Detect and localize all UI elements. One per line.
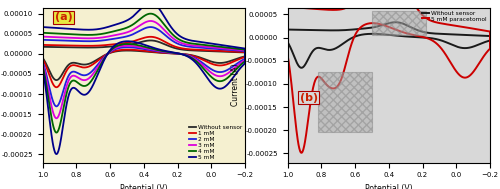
2 mM xyxy=(54,105,60,108)
2 mM xyxy=(148,26,154,28)
Without sensor xyxy=(373,26,379,28)
5 mM xyxy=(128,17,134,19)
3 mM xyxy=(120,32,126,34)
1 mM xyxy=(128,41,134,43)
Text: (b): (b) xyxy=(300,93,318,103)
4 mM xyxy=(120,28,126,30)
5 mM paracetomol xyxy=(464,76,469,79)
X-axis label: Potential (V): Potential (V) xyxy=(120,184,168,189)
4 mM xyxy=(128,25,134,27)
5 mM paracetomol xyxy=(326,86,332,88)
Line: Without sensor: Without sensor xyxy=(288,22,490,68)
3 mM xyxy=(40,36,46,38)
5 mM paracetomol xyxy=(284,6,290,8)
5 mM xyxy=(40,26,46,28)
4 mM xyxy=(82,85,87,87)
Without sensor xyxy=(298,67,304,69)
4 mM xyxy=(218,80,224,82)
3 mM xyxy=(204,68,210,70)
3 mM xyxy=(40,62,46,64)
3 mM xyxy=(54,117,60,119)
3 mM xyxy=(148,20,154,22)
Line: 4 mM: 4 mM xyxy=(42,14,245,132)
Without sensor xyxy=(411,28,417,30)
Without sensor xyxy=(464,47,469,49)
3 mM xyxy=(166,34,172,36)
2 mM xyxy=(166,37,172,40)
1 mM xyxy=(54,86,60,88)
Legend: Without sensor, 1 mM, 2 mM, 3 mM, 4 mM, 5 mM: Without sensor, 1 mM, 2 mM, 3 mM, 4 mM, … xyxy=(188,125,242,160)
Without sensor xyxy=(40,46,46,48)
Without sensor xyxy=(204,59,210,61)
2 mM xyxy=(82,74,87,76)
1 mM xyxy=(82,66,87,69)
Y-axis label: Current (A): Current (A) xyxy=(232,64,240,106)
2 mM xyxy=(40,39,46,41)
1 mM xyxy=(148,36,154,38)
Without sensor xyxy=(54,79,60,81)
1 mM xyxy=(40,58,46,60)
3 mM xyxy=(128,30,134,32)
2 mM xyxy=(218,71,224,73)
4 mM xyxy=(204,71,210,74)
1 mM xyxy=(120,42,126,44)
Without sensor xyxy=(82,64,87,66)
2 mM xyxy=(40,60,46,63)
Without sensor xyxy=(284,28,290,31)
Without sensor xyxy=(392,21,398,23)
2 mM xyxy=(120,36,126,38)
Legend: Without sensor, 5 mM paracetomol: Without sensor, 5 mM paracetomol xyxy=(422,10,487,22)
Without sensor xyxy=(128,43,134,46)
4 mM xyxy=(40,32,46,34)
Line: 3 mM: 3 mM xyxy=(42,21,245,118)
1 mM xyxy=(40,44,46,46)
4 mM xyxy=(166,29,172,32)
Without sensor xyxy=(326,49,332,51)
Bar xyxy=(318,72,372,132)
Text: (a): (a) xyxy=(54,12,72,22)
Without sensor xyxy=(366,27,372,29)
Line: Without sensor: Without sensor xyxy=(42,40,245,80)
2 mM xyxy=(128,34,134,36)
2 mM xyxy=(204,65,210,67)
Line: 5 mM: 5 mM xyxy=(42,3,245,154)
5 mM paracetomol xyxy=(298,152,304,154)
4 mM xyxy=(54,131,60,134)
Without sensor xyxy=(40,57,46,59)
5 mM xyxy=(148,2,154,4)
5 mM xyxy=(120,21,126,23)
3 mM xyxy=(218,75,224,77)
3 mM xyxy=(82,79,87,81)
4 mM xyxy=(40,64,46,67)
1 mM xyxy=(218,64,224,67)
Without sensor xyxy=(449,44,455,46)
5 mM paracetomol xyxy=(284,53,290,56)
1 mM xyxy=(166,43,172,45)
5 mM paracetomol xyxy=(411,2,417,5)
Without sensor xyxy=(218,62,224,64)
4 mM xyxy=(148,12,154,15)
5 mM xyxy=(166,23,172,25)
5 mM xyxy=(82,94,87,96)
5 mM xyxy=(54,153,60,155)
Without sensor xyxy=(284,41,290,43)
Line: 2 mM: 2 mM xyxy=(42,27,245,106)
X-axis label: Potential (V): Potential (V) xyxy=(365,184,412,189)
5 mM xyxy=(204,76,210,78)
1 mM xyxy=(204,60,210,63)
5 mM xyxy=(218,87,224,90)
Without sensor xyxy=(120,44,126,47)
5 mM paracetomol xyxy=(449,64,455,66)
Line: 1 mM: 1 mM xyxy=(42,37,245,87)
Bar xyxy=(372,11,426,35)
Line: 5 mM paracetomol: 5 mM paracetomol xyxy=(288,0,490,153)
Without sensor xyxy=(148,39,154,42)
5 mM xyxy=(40,67,46,70)
Without sensor xyxy=(166,45,172,47)
